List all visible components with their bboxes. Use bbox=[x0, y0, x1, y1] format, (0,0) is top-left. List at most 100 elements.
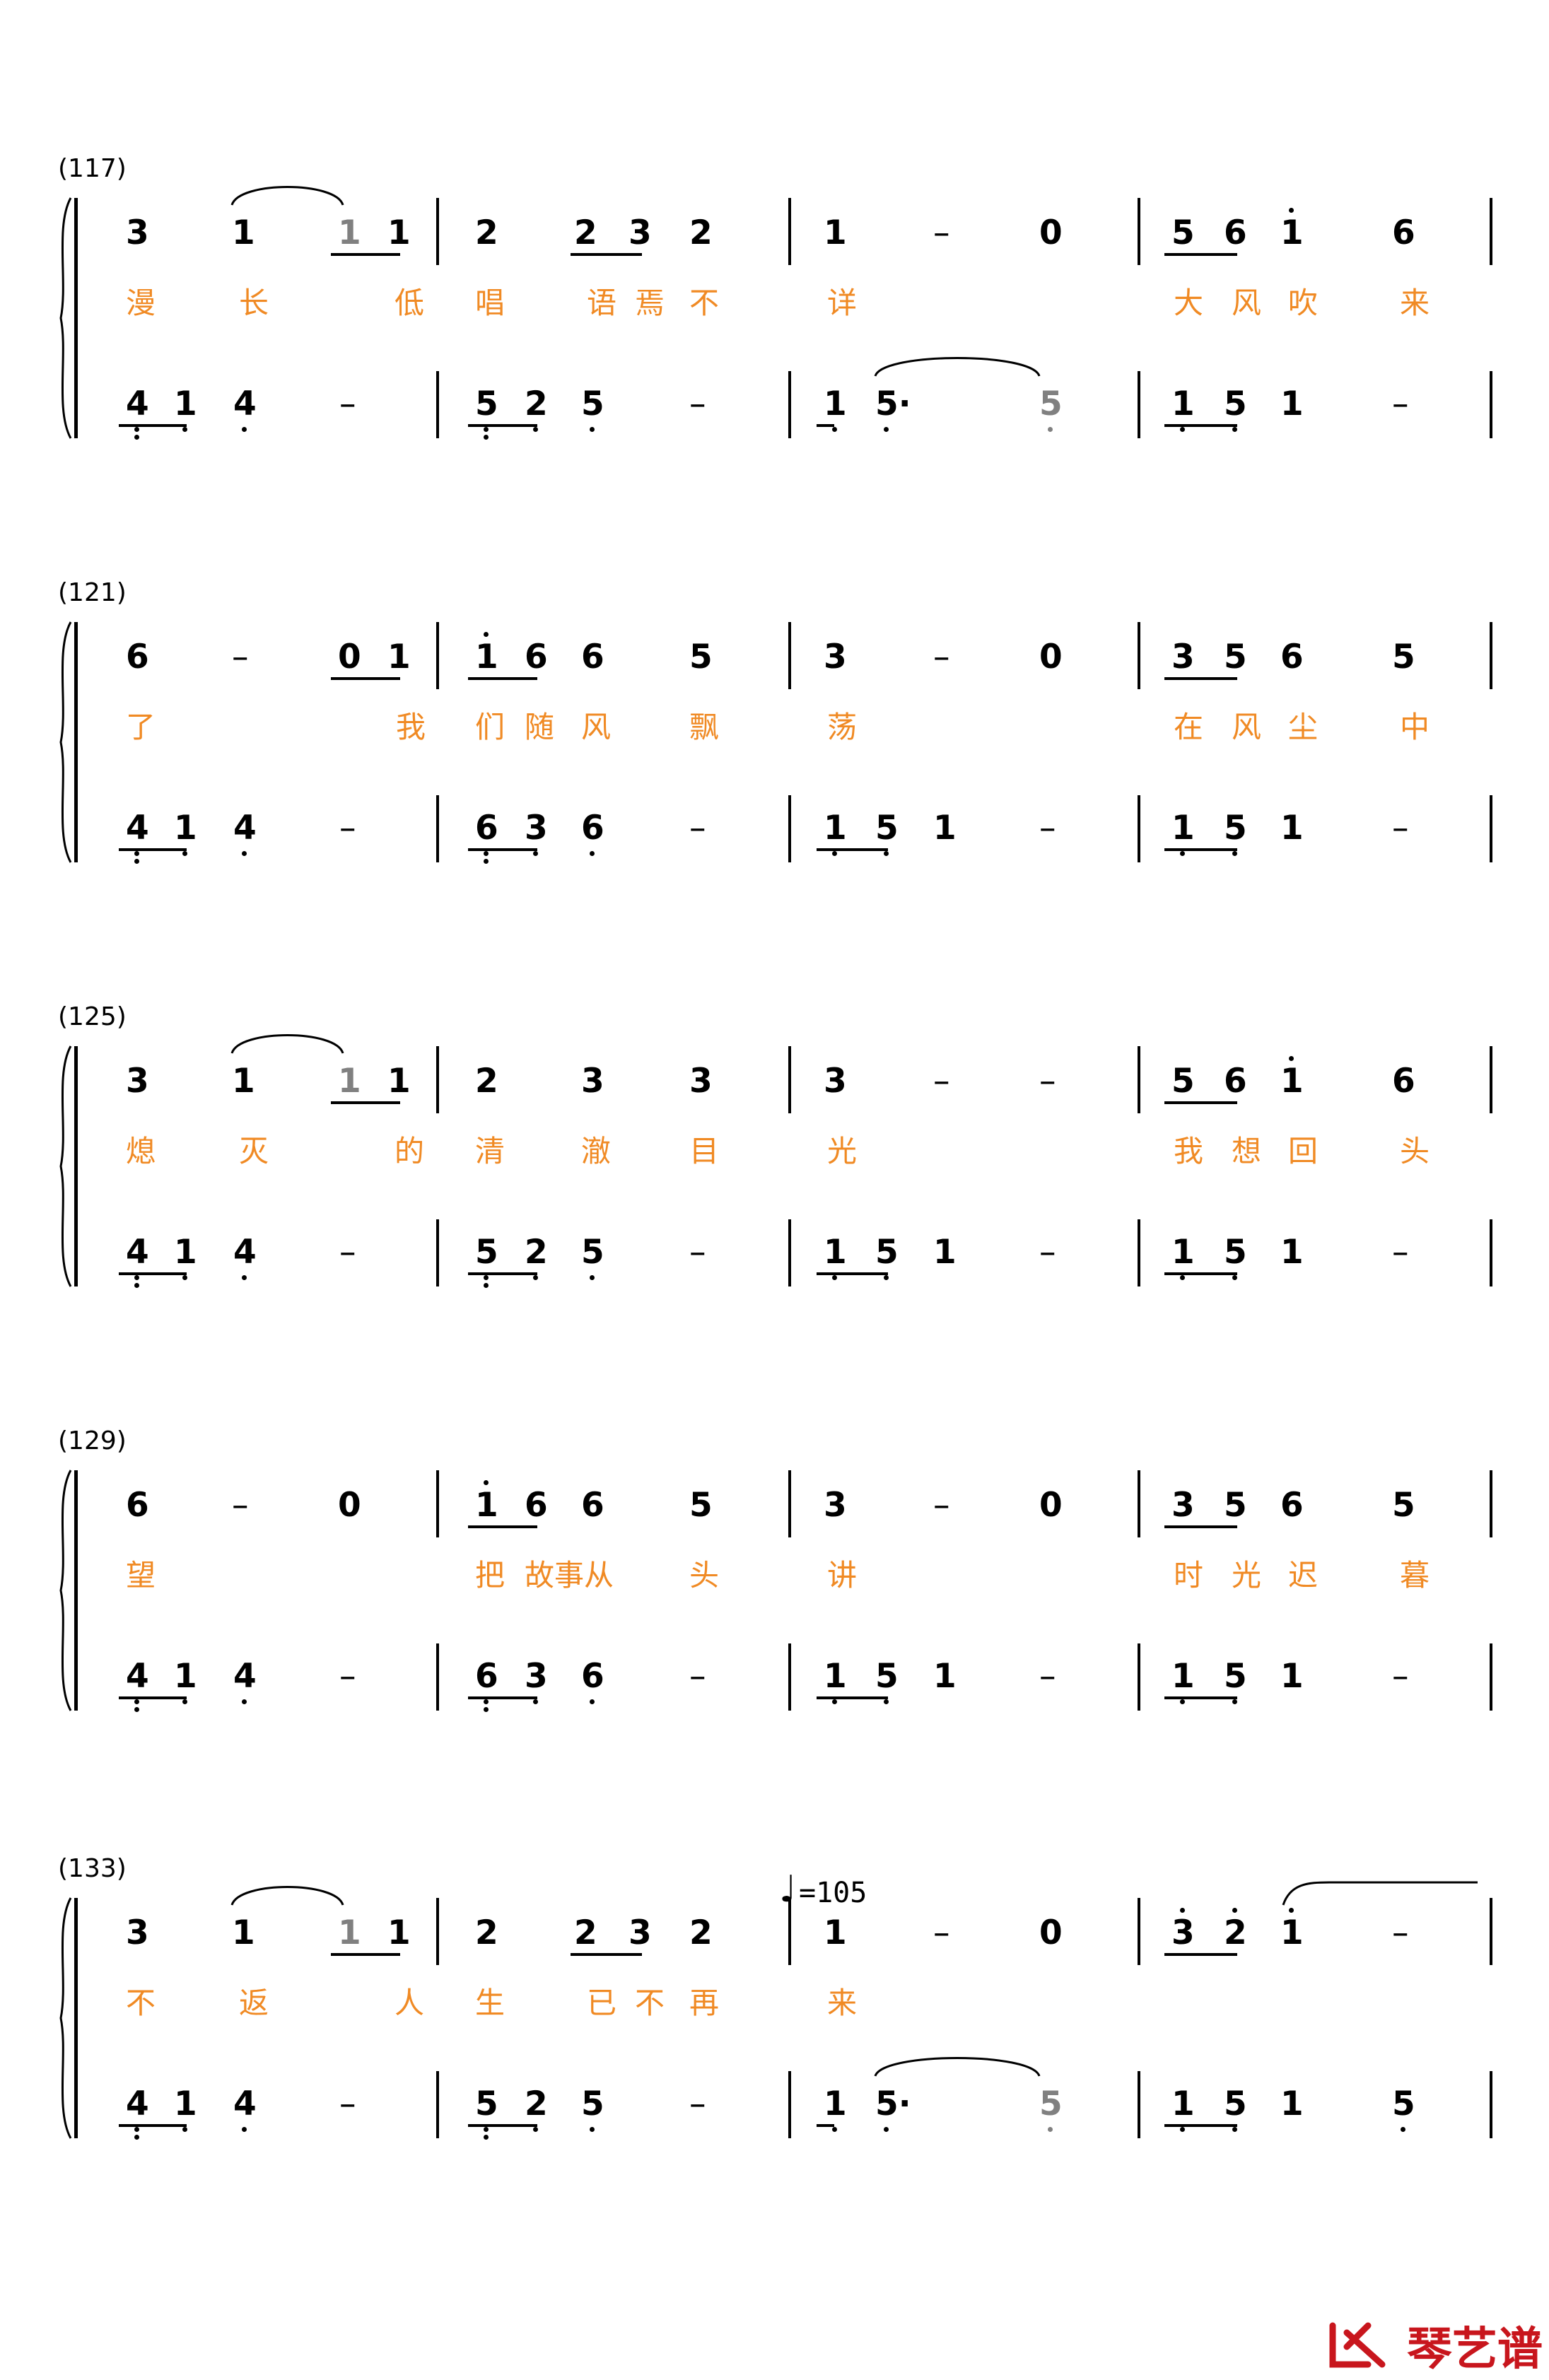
bass-note: 5 bbox=[1224, 809, 1247, 848]
melody-barline bbox=[436, 198, 439, 265]
lyric-syllable: 光 bbox=[827, 1134, 858, 1168]
melody-beam bbox=[331, 1953, 400, 1956]
melody-note: 1 bbox=[338, 1062, 361, 1101]
melody-note: 6 bbox=[1280, 638, 1304, 676]
melody-note: 0 bbox=[1039, 213, 1063, 252]
lyric-syllable: 了 bbox=[126, 710, 156, 744]
low-octave-dot bbox=[533, 1699, 538, 1704]
bass-note: 1 bbox=[1171, 1233, 1195, 1272]
melody-note: 3 bbox=[1171, 638, 1195, 676]
bass-barline bbox=[788, 1643, 791, 1711]
melody-note: 1 bbox=[1280, 1913, 1304, 1952]
melody-beam bbox=[1164, 1525, 1237, 1528]
lyric-syllable: 飘 bbox=[689, 710, 720, 744]
melody-note: 1 bbox=[387, 1913, 411, 1952]
low-octave-dot bbox=[484, 435, 489, 440]
lyric-syllable: 头 bbox=[1400, 1134, 1430, 1168]
melody-barline bbox=[1138, 1046, 1140, 1113]
melody-beam bbox=[571, 253, 642, 256]
low-octave-dot bbox=[484, 1283, 489, 1288]
high-octave-dot bbox=[1289, 1056, 1294, 1061]
lyric-syllable: 再 bbox=[689, 1986, 720, 2020]
bass-barline bbox=[1138, 371, 1140, 438]
system-start-bar bbox=[74, 1046, 78, 1286]
lyric-syllable: 故事从 bbox=[525, 1558, 614, 1593]
bass-note: – bbox=[339, 2085, 356, 2123]
melody-note: 1 bbox=[387, 638, 411, 676]
bass-beam bbox=[1164, 1696, 1237, 1699]
bass-note: – bbox=[689, 385, 706, 423]
low-octave-dot bbox=[242, 851, 247, 856]
lyric-syllable: 低 bbox=[394, 286, 425, 320]
low-octave-dot bbox=[1232, 851, 1237, 856]
lyric-syllable: 随 bbox=[525, 710, 555, 744]
low-octave-dot bbox=[590, 1699, 595, 1704]
low-octave-dot bbox=[1180, 427, 1185, 432]
lyric-syllable: 熄 bbox=[126, 1134, 156, 1168]
bass-note: 1 bbox=[174, 1233, 197, 1272]
melody-note: 1 bbox=[1280, 213, 1304, 252]
bass-note: 1 bbox=[824, 385, 847, 423]
low-octave-dot bbox=[1180, 851, 1185, 856]
bass-note: 5· bbox=[875, 2085, 911, 2123]
low-octave-dot bbox=[533, 851, 538, 856]
melody-note: 1 bbox=[824, 213, 847, 252]
bass-beam bbox=[119, 2124, 187, 2127]
lyric-syllable: 生 bbox=[475, 1986, 505, 2020]
measure-number: (121) bbox=[58, 578, 127, 607]
low-octave-dot bbox=[134, 851, 139, 856]
bass-note: 6 bbox=[581, 1657, 604, 1696]
system-brace bbox=[59, 1045, 72, 1287]
melody-note: 2 bbox=[475, 1913, 498, 1952]
low-octave-dot bbox=[832, 427, 837, 432]
low-octave-dot bbox=[134, 859, 139, 864]
bass-note: 4 bbox=[233, 809, 257, 848]
melody-note: 2 bbox=[689, 1913, 713, 1952]
low-octave-dot bbox=[832, 851, 837, 856]
melody-note: 1 bbox=[232, 213, 255, 252]
bass-barline bbox=[436, 371, 439, 438]
low-octave-dot bbox=[533, 2127, 538, 2132]
bass-note: 5 bbox=[875, 1657, 899, 1696]
bass-barline bbox=[788, 795, 791, 862]
low-octave-dot bbox=[134, 1707, 139, 1712]
system-start-bar bbox=[74, 1470, 78, 1711]
bass-note: 1 bbox=[1171, 385, 1195, 423]
lyric-syllable: 暮 bbox=[1400, 1558, 1430, 1593]
bass-beam bbox=[1164, 424, 1237, 427]
bass-note: 5 bbox=[875, 809, 899, 848]
lyric-syllable: 来 bbox=[827, 1986, 858, 2020]
bass-note: 1 bbox=[174, 2085, 197, 2123]
bass-note: – bbox=[339, 809, 356, 848]
lyric-syllable: 漫 bbox=[126, 286, 156, 320]
lyric-syllable: 的 bbox=[394, 1134, 425, 1168]
bass-note: 4 bbox=[233, 1657, 257, 1696]
low-octave-dot bbox=[182, 851, 187, 856]
bass-note: – bbox=[1039, 809, 1056, 848]
bass-tie bbox=[874, 2057, 1041, 2077]
bass-note: 1 bbox=[933, 1233, 957, 1272]
bass-barline bbox=[1138, 2071, 1140, 2138]
lyric-syllable: 讲 bbox=[827, 1558, 858, 1593]
melody-note: – bbox=[933, 638, 950, 676]
bass-note: 5· bbox=[875, 385, 911, 423]
lyric-syllable: 清 bbox=[475, 1134, 505, 1168]
melody-barline bbox=[1138, 198, 1140, 265]
low-octave-dot bbox=[590, 851, 595, 856]
melody-barline bbox=[788, 1898, 791, 1965]
bass-note: – bbox=[1039, 1233, 1056, 1272]
lyric-syllable: 光 bbox=[1232, 1558, 1262, 1593]
low-octave-dot bbox=[832, 2127, 837, 2132]
lyric-syllable: 不 bbox=[126, 1986, 156, 2020]
bass-note: – bbox=[1392, 1657, 1409, 1696]
low-octave-dot bbox=[182, 2127, 187, 2132]
watermark-logo-icon bbox=[1329, 2322, 1386, 2368]
bass-note: 5 bbox=[581, 385, 604, 423]
bass-note: 4 bbox=[126, 1657, 149, 1696]
melody-note: 6 bbox=[1224, 1062, 1247, 1101]
melody-note: 1 bbox=[1280, 1062, 1304, 1101]
low-octave-dot bbox=[134, 2135, 139, 2140]
lyric-syllable: 返 bbox=[239, 1986, 269, 2020]
